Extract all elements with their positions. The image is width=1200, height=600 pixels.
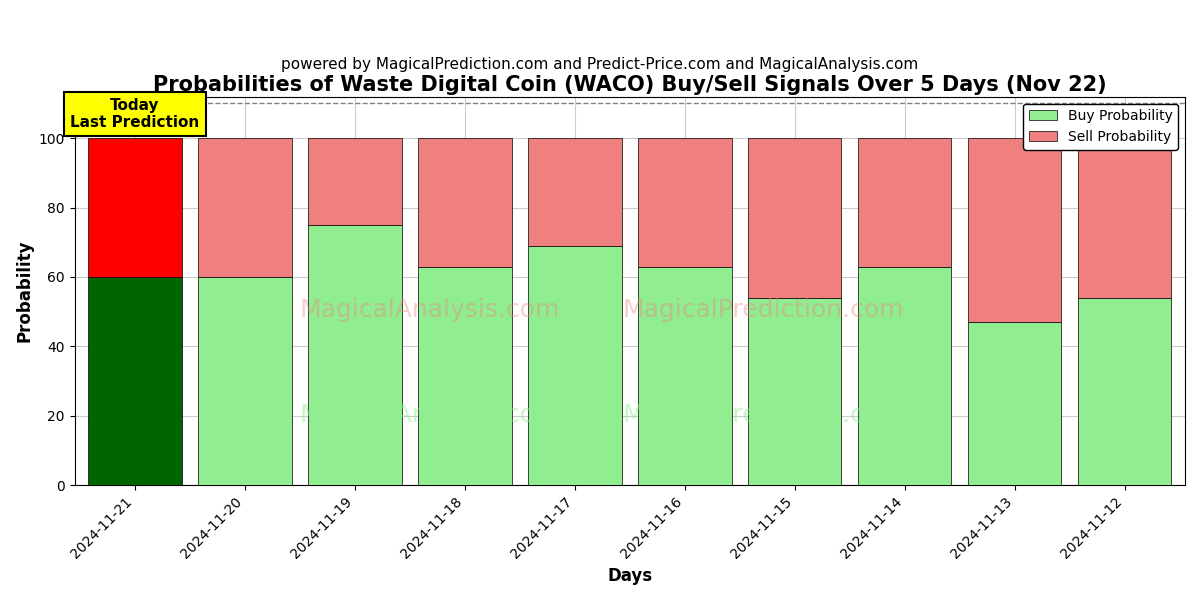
Text: MagicalAnalysis.com: MagicalAnalysis.com [300, 298, 560, 322]
Bar [419, 266, 511, 485]
Bar [198, 138, 292, 277]
Bar [528, 138, 622, 246]
X-axis label: Days: Days [607, 567, 653, 585]
Bar [198, 277, 292, 485]
Text: powered by MagicalPrediction.com and Predict-Price.com and MagicalAnalysis.com: powered by MagicalPrediction.com and Pre… [281, 57, 919, 72]
Text: MagicalPrediction.com: MagicalPrediction.com [623, 403, 904, 427]
Bar [638, 266, 732, 485]
Bar [1078, 138, 1171, 298]
Bar [308, 138, 402, 225]
Y-axis label: Probability: Probability [16, 239, 34, 342]
Bar [858, 266, 952, 485]
Bar [419, 138, 511, 266]
Bar [528, 246, 622, 485]
Bar [638, 138, 732, 266]
Bar [968, 138, 1061, 322]
Bar [858, 138, 952, 266]
Legend: Buy Probability, Sell Probability: Buy Probability, Sell Probability [1024, 103, 1178, 149]
Bar [748, 298, 841, 485]
Bar [308, 225, 402, 485]
Bar [1078, 298, 1171, 485]
Text: MagicalAnalysis.com: MagicalAnalysis.com [300, 403, 560, 427]
Bar [968, 322, 1061, 485]
Bar [89, 138, 182, 277]
Text: Today
Last Prediction: Today Last Prediction [71, 98, 199, 130]
Bar [748, 138, 841, 298]
Title: Probabilities of Waste Digital Coin (WACO) Buy/Sell Signals Over 5 Days (Nov 22): Probabilities of Waste Digital Coin (WAC… [154, 75, 1106, 95]
Text: MagicalPrediction.com: MagicalPrediction.com [623, 298, 904, 322]
Bar [89, 277, 182, 485]
